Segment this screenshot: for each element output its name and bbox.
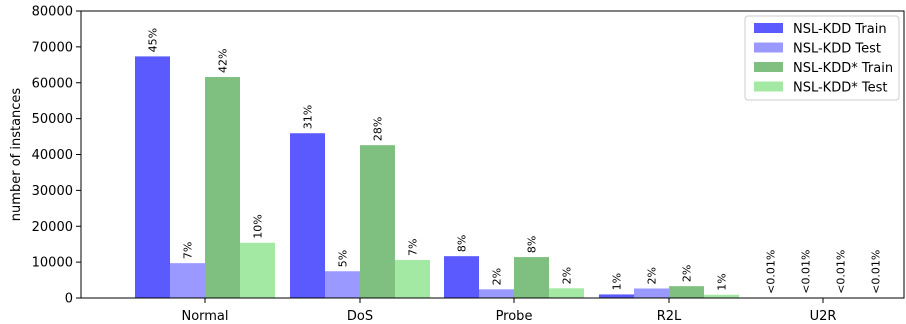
legend: NSL-KDD Train NSL-KDD Test NSL-KDD* Train N… [744, 15, 900, 101]
bar-value-label: 1% [716, 273, 729, 290]
bar [395, 259, 430, 298]
bar-value-label: 5% [337, 250, 350, 267]
bar-labels-layer: 45% 7% 42% 10% 31% 5% 28% 7% 8% 2% 8% 2% 1% 2% 2% 1% <0.… [147, 28, 883, 294]
bar [479, 289, 514, 298]
legend-label: NSL-KDD Test [793, 42, 881, 57]
bar-value-label: 7% [182, 242, 195, 259]
bar [634, 288, 669, 298]
legend-box [744, 15, 900, 101]
bar [325, 271, 360, 298]
x-tick-label: U2R [810, 309, 837, 324]
y-tick-label: 30000 [32, 184, 73, 199]
bar [444, 256, 479, 298]
y-tick-label: 0 [65, 292, 73, 307]
bar [135, 56, 170, 299]
bar-value-label: 28% [372, 117, 385, 141]
bar-value-label: 2% [646, 267, 659, 284]
bar-value-label: <0.01% [765, 250, 778, 294]
bar [514, 257, 549, 298]
bar-value-label: 8% [456, 235, 469, 252]
bar-value-label: 31% [302, 105, 315, 129]
bar-value-label: 2% [491, 268, 504, 285]
bar-value-label: <0.01% [800, 250, 813, 294]
y-tick-label: 10000 [32, 256, 73, 271]
bar-value-label: 10% [252, 214, 265, 238]
bar-value-label: 8% [526, 236, 539, 253]
plot-frame [80, 10, 905, 299]
legend-label: NSL-KDD* Test [793, 81, 887, 96]
legend-label: NSL-KDD* Train [793, 61, 893, 76]
y-tick-label: 40000 [32, 148, 73, 163]
bar-value-label: <0.01% [870, 250, 883, 294]
legend-swatch [754, 42, 783, 53]
y-axis: 0 10000 20000 30000 40000 50000 60000 70000 8000… [32, 5, 81, 307]
y-axis-title: number of instances [9, 88, 24, 222]
legend-label: NSL-KDD Train [793, 22, 887, 37]
legend-swatch [754, 81, 783, 92]
y-tick-label: 50000 [32, 112, 73, 127]
x-tick-label: R2L [657, 309, 682, 324]
x-tick-label: DoS [347, 309, 373, 324]
bar-value-label: 1% [611, 273, 624, 290]
y-tick-label: 70000 [32, 40, 73, 55]
bar [240, 242, 275, 298]
legend-swatch [754, 62, 783, 72]
bar [290, 133, 325, 298]
bar-value-label: 42% [217, 49, 230, 73]
y-tick-label: 60000 [32, 76, 73, 91]
x-tick-label: Probe [496, 309, 533, 324]
bar [669, 286, 704, 298]
x-tick-label: Normal [181, 309, 228, 324]
legend-swatch [754, 23, 783, 33]
bar-value-label: 7% [407, 239, 420, 256]
bar [599, 294, 634, 298]
bar [170, 263, 205, 298]
bar [205, 77, 240, 298]
x-axis: Normal DoS Probe R2L U2R [181, 298, 836, 324]
bar [549, 288, 584, 298]
bar [704, 294, 739, 298]
bar-value-label: <0.01% [835, 250, 848, 294]
bar-value-label: 45% [147, 28, 160, 52]
y-tick-label: 20000 [32, 220, 73, 235]
bar-value-label: 2% [681, 265, 694, 282]
bar [360, 145, 395, 298]
bar-value-label: 2% [561, 267, 574, 284]
bars-layer [135, 56, 893, 299]
y-tick-label: 80000 [32, 5, 73, 20]
